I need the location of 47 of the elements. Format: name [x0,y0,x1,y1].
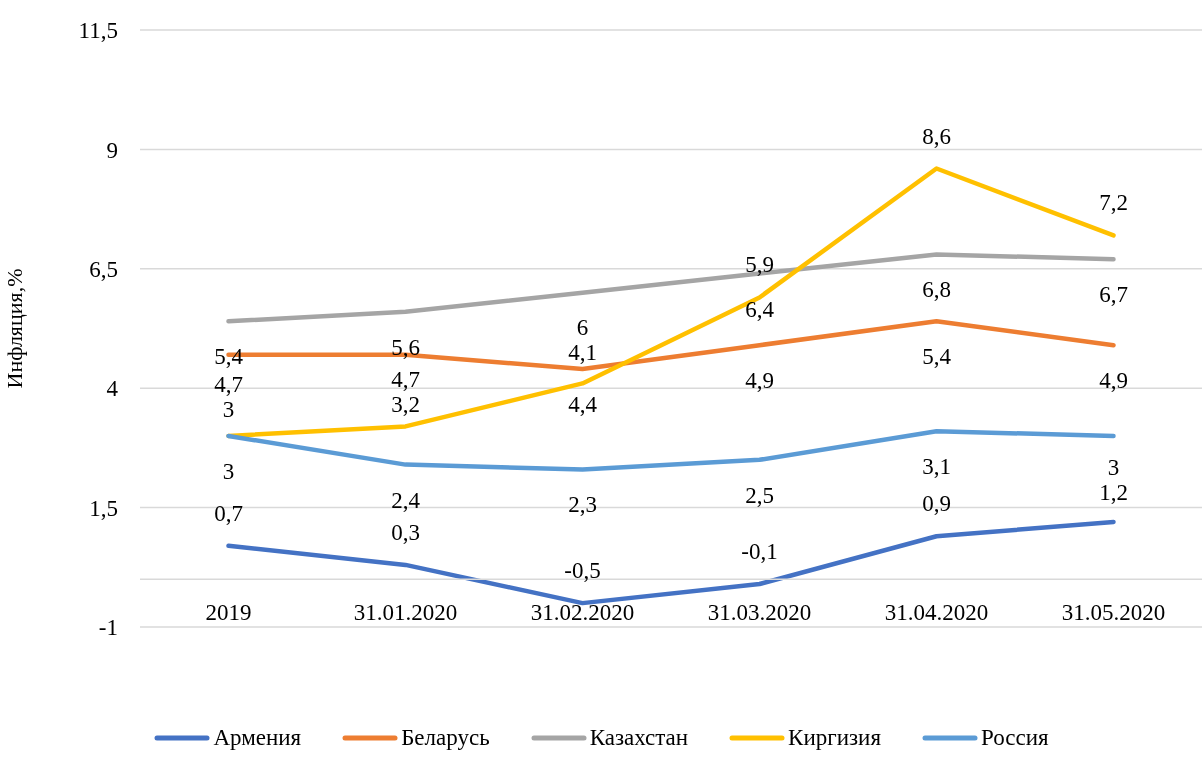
data-label: 2,5 [745,482,774,508]
data-label: 6,4 [745,296,775,322]
x-tick-label: 31.01.2020 [353,600,458,626]
data-label: 8,6 [922,123,951,149]
data-label: 4,9 [1099,368,1128,394]
data-label: 0,7 [214,500,243,526]
data-label: 3 [222,396,235,422]
y-tick-label: 6,5 [89,256,118,282]
legend-label: Россия [980,725,1049,751]
y-tick-label: 4 [106,376,119,402]
data-label: 5,4 [214,344,244,370]
y-tick-label: 1,5 [89,495,118,521]
data-label: 0,9 [922,491,951,517]
x-tick-label: 31.03.2020 [707,600,812,626]
data-label: 2,3 [568,492,597,518]
data-label: 6,8 [922,277,951,303]
data-label: 7,2 [1099,190,1128,216]
x-tick-label: 31.05.2020 [1061,600,1166,626]
data-label: 0,3 [391,519,420,545]
data-label: 4,1 [568,339,597,365]
data-label: 4,4 [568,392,598,418]
data-label: -0,5 [564,558,601,584]
data-label: 4,7 [391,367,420,393]
data-label: 1,2 [1099,480,1128,506]
data-label: 3,2 [391,392,420,418]
data-label: 4,7 [214,371,243,397]
data-label: 2,4 [391,487,421,513]
data-label: 3,1 [922,454,951,480]
y-tick-label: 11,5 [78,18,118,44]
y-tick-label: 9 [106,137,118,163]
data-label: 5,9 [745,252,774,278]
data-label: 6,7 [1099,282,1128,308]
x-tick-label: 31.02.2020 [530,600,635,626]
x-tick-label: 2019 [205,600,252,626]
data-label: -0,1 [741,539,778,565]
data-label: 4,9 [745,368,774,394]
legend-label: Армения [213,725,302,751]
legend-label: Казахстан [589,725,689,751]
data-label: 3 [1107,455,1120,481]
x-tick-label: 31.04.2020 [884,600,989,626]
y-axis-title: Инфляция,% [1,268,27,389]
legend-label: Киргизия [788,725,881,751]
legend-label: Беларусь [401,725,490,751]
data-label: 3 [222,458,235,484]
y-tick-label: -1 [98,615,118,641]
data-label: 6 [576,314,589,340]
data-label: 5,4 [922,344,952,370]
